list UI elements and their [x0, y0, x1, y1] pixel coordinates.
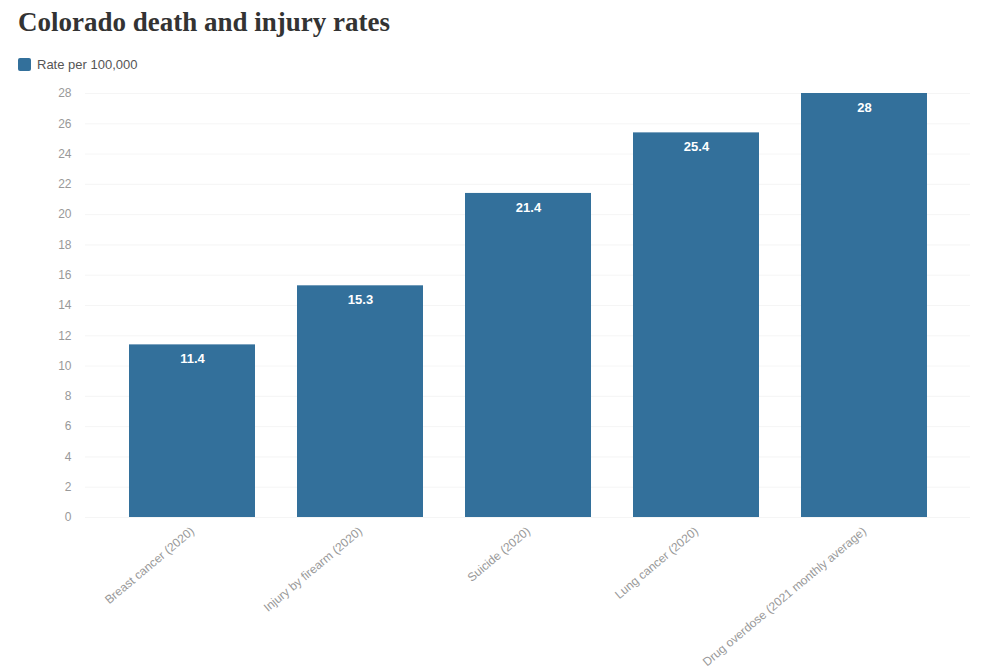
svg-text:0: 0 — [65, 510, 72, 524]
svg-text:2: 2 — [65, 480, 72, 494]
svg-text:16: 16 — [58, 268, 72, 282]
svg-text:21.4: 21.4 — [516, 200, 542, 215]
svg-text:15.3: 15.3 — [348, 292, 373, 307]
svg-text:10: 10 — [58, 359, 72, 373]
svg-text:Drug overdose (2021 monthly av: Drug overdose (2021 monthly average) — [700, 524, 869, 667]
svg-text:26: 26 — [58, 117, 72, 131]
html-text:Rate per 100,000: Rate per 100,000 — [37, 56, 138, 72]
svg-text:Breast cancer (2020): Breast cancer (2020) — [102, 524, 197, 607]
svg-text:12: 12 — [58, 329, 72, 343]
svg-text:14: 14 — [58, 298, 72, 312]
svg-text:6: 6 — [65, 419, 72, 433]
svg-text:4: 4 — [65, 450, 72, 464]
svg-text:20: 20 — [58, 207, 72, 221]
svg-text:18: 18 — [58, 238, 72, 252]
svg-text:Suicide (2020): Suicide (2020) — [465, 524, 533, 584]
svg-text:Injury by firearm (2020): Injury by firearm (2020) — [261, 524, 365, 614]
svg-text:28: 28 — [857, 100, 871, 115]
svg-text:28: 28 — [58, 86, 72, 100]
svg-text:22: 22 — [58, 177, 72, 191]
svg-text:8: 8 — [65, 389, 72, 403]
svg-text:24: 24 — [58, 147, 72, 161]
svg-text:11.4: 11.4 — [180, 351, 205, 366]
html-text:Colorado death and injury rate: Colorado death and injury rates — [18, 7, 390, 37]
svg-text:Lung cancer (2020): Lung cancer (2020) — [612, 524, 701, 602]
svg-text:25.4: 25.4 — [684, 139, 710, 154]
